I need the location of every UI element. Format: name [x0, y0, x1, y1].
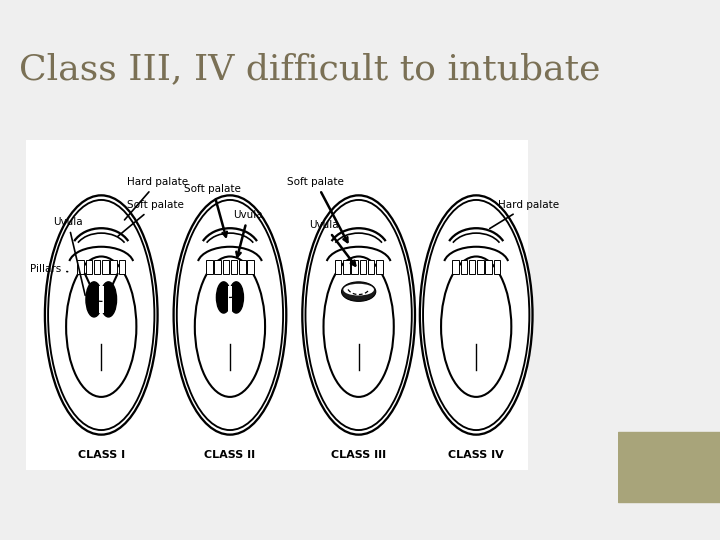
Bar — [461, 260, 467, 274]
Bar — [494, 260, 500, 274]
Text: CLASS IV: CLASS IV — [449, 450, 504, 460]
Bar — [228, 286, 232, 311]
Text: Class III, IV difficult to intubate: Class III, IV difficult to intubate — [19, 52, 600, 86]
Bar — [469, 260, 475, 274]
Bar — [368, 260, 374, 274]
Text: CLASS III: CLASS III — [331, 450, 386, 460]
Bar — [247, 260, 254, 274]
Text: Soft palate: Soft palate — [287, 177, 348, 242]
Bar — [485, 260, 492, 274]
Text: CLASS I: CLASS I — [78, 450, 125, 460]
Bar — [99, 286, 104, 313]
Bar — [222, 260, 229, 274]
Text: Hard palate: Hard palate — [125, 177, 188, 220]
Bar — [351, 260, 358, 274]
Bar — [376, 260, 382, 274]
Text: Uvula: Uvula — [233, 210, 263, 256]
Bar — [215, 260, 221, 274]
Bar — [452, 260, 459, 274]
Bar — [206, 260, 212, 274]
Bar — [239, 260, 246, 274]
Bar — [477, 260, 484, 274]
Ellipse shape — [195, 256, 265, 397]
Text: Hard palate: Hard palate — [490, 200, 559, 228]
Text: Uvula: Uvula — [310, 220, 355, 266]
Ellipse shape — [441, 256, 511, 397]
Bar — [343, 260, 349, 274]
Bar — [86, 260, 92, 274]
Text: Pillars: Pillars — [30, 264, 68, 274]
Bar — [110, 260, 117, 274]
Bar — [26, 140, 528, 470]
Ellipse shape — [323, 256, 394, 397]
Bar — [335, 260, 341, 274]
Bar — [618, 432, 720, 502]
Text: Uvula: Uvula — [53, 217, 85, 295]
Bar — [94, 260, 100, 274]
Ellipse shape — [86, 282, 102, 317]
Bar — [119, 260, 125, 274]
Text: Soft palate: Soft palate — [118, 200, 184, 236]
Bar — [102, 260, 109, 274]
Ellipse shape — [229, 282, 243, 313]
Text: CLASS II: CLASS II — [204, 450, 256, 460]
Ellipse shape — [217, 282, 231, 313]
Ellipse shape — [343, 284, 374, 295]
Text: Soft palate: Soft palate — [184, 184, 241, 237]
Ellipse shape — [100, 282, 117, 317]
Bar — [359, 260, 366, 274]
Ellipse shape — [341, 282, 376, 301]
Bar — [77, 260, 84, 274]
Ellipse shape — [66, 256, 136, 397]
Bar — [231, 260, 238, 274]
